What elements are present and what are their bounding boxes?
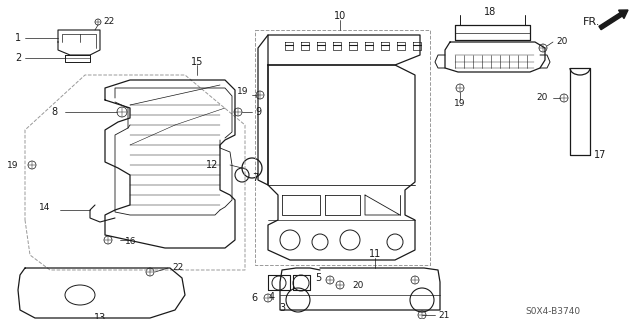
Text: 21: 21 bbox=[438, 310, 449, 319]
Text: 4: 4 bbox=[269, 292, 275, 302]
Text: 8: 8 bbox=[52, 107, 58, 117]
Text: 19: 19 bbox=[6, 160, 18, 169]
Text: 3: 3 bbox=[279, 303, 285, 313]
Text: 5: 5 bbox=[315, 273, 321, 283]
Text: 10: 10 bbox=[334, 11, 346, 21]
Text: 9: 9 bbox=[255, 107, 261, 117]
Text: 6: 6 bbox=[252, 293, 258, 303]
Text: 22: 22 bbox=[103, 18, 115, 26]
Text: 17: 17 bbox=[594, 150, 606, 160]
Text: FR.: FR. bbox=[583, 17, 600, 27]
Text: 20: 20 bbox=[352, 280, 364, 290]
Text: 19: 19 bbox=[454, 100, 466, 108]
Text: 15: 15 bbox=[191, 57, 203, 67]
Text: 13: 13 bbox=[94, 313, 106, 319]
Text: 12: 12 bbox=[205, 160, 218, 170]
Text: 11: 11 bbox=[369, 249, 381, 259]
Text: 1: 1 bbox=[15, 33, 21, 43]
Text: 16: 16 bbox=[125, 238, 136, 247]
Text: S0X4-B3740: S0X4-B3740 bbox=[525, 308, 580, 316]
Text: 18: 18 bbox=[484, 7, 496, 17]
Text: 19: 19 bbox=[237, 87, 248, 97]
FancyArrow shape bbox=[599, 10, 628, 30]
Text: 2: 2 bbox=[15, 53, 21, 63]
Text: 20: 20 bbox=[536, 93, 548, 102]
Text: 20: 20 bbox=[556, 38, 568, 47]
Text: 7: 7 bbox=[252, 173, 259, 183]
Text: 14: 14 bbox=[38, 204, 50, 212]
Text: 22: 22 bbox=[172, 263, 183, 272]
